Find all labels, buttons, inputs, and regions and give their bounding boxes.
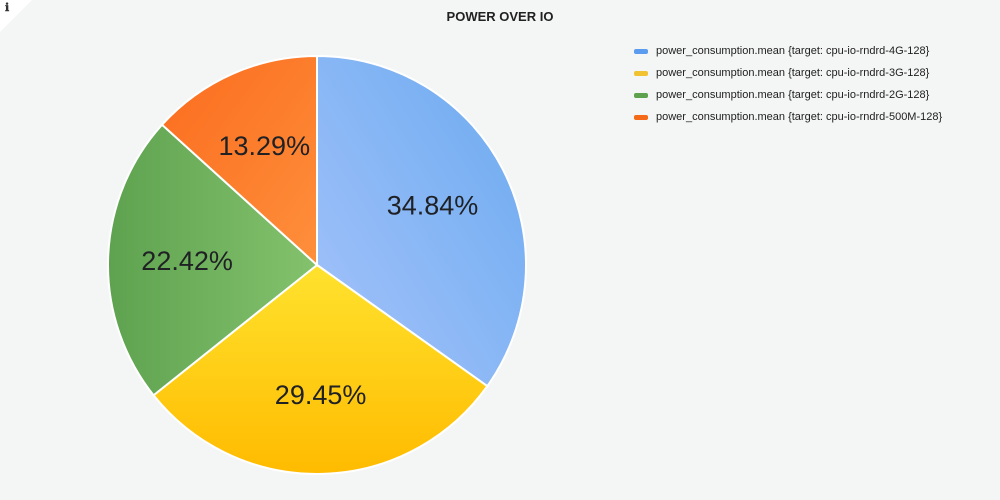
legend-item[interactable]: power_consumption.mean {target: cpu-io-r…	[634, 62, 942, 84]
pie-slice[interactable]	[106, 123, 319, 397]
slice-percent-label: 29.45%	[275, 380, 367, 410]
legend-swatch	[634, 92, 648, 98]
legend-item[interactable]: power_consumption.mean {target: cpu-io-r…	[634, 40, 942, 62]
legend-label: power_consumption.mean {target: cpu-io-r…	[656, 45, 930, 57]
slice-percent-label: 13.29%	[219, 131, 311, 161]
pie-slice[interactable]	[316, 54, 527, 388]
legend-item[interactable]: power_consumption.mean {target: cpu-io-r…	[634, 84, 942, 106]
info-icon[interactable]: ℹ	[5, 1, 10, 14]
chart-legend: power_consumption.mean {target: cpu-io-r…	[634, 40, 942, 128]
slice-percent-label: 34.84%	[387, 190, 479, 220]
legend-swatch	[634, 114, 648, 120]
legend-label: power_consumption.mean {target: cpu-io-r…	[656, 67, 930, 79]
slice-percent-label: 22.42%	[141, 246, 233, 276]
panel-corner	[0, 0, 32, 32]
legend-swatch	[634, 70, 648, 76]
pie-slice[interactable]	[152, 263, 489, 476]
legend-swatch	[634, 48, 648, 54]
legend-label: power_consumption.mean {target: cpu-io-r…	[656, 89, 930, 101]
chart-title: POWER OVER IO	[446, 9, 554, 24]
legend-item[interactable]: power_consumption.mean {target: cpu-io-r…	[634, 106, 942, 128]
pie-slice[interactable]	[160, 54, 318, 268]
legend-label: power_consumption.mean {target: cpu-io-r…	[656, 111, 943, 123]
